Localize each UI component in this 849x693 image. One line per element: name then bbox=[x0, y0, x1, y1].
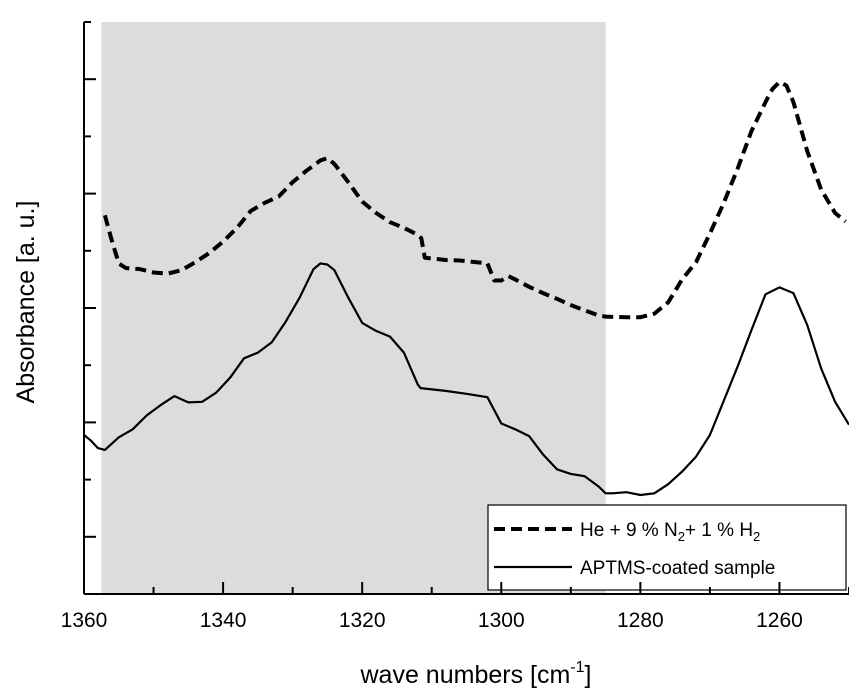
x-tick-label: 1360 bbox=[61, 609, 108, 632]
x-axis-title: wave numbers [cm-1] bbox=[360, 659, 592, 689]
legend-subscript: 2 bbox=[678, 529, 685, 544]
x-axis-title-superscript: -1 bbox=[570, 659, 584, 676]
x-axis-title-close: ] bbox=[585, 661, 592, 689]
legend-label-dashed: He + 9 % N2+ 1 % H2 bbox=[580, 520, 760, 544]
x-tick-label: 1340 bbox=[200, 609, 247, 632]
x-tick-label: 1260 bbox=[756, 609, 803, 632]
plot-area bbox=[83, 22, 849, 594]
x-axis-title-main: wave numbers [cm bbox=[360, 661, 571, 689]
legend-text-part: He + 9 % N bbox=[580, 520, 678, 541]
x-tick-label: 1320 bbox=[339, 609, 386, 632]
legend-subscript: 2 bbox=[753, 529, 760, 544]
legend-text-part: + 1 % H bbox=[685, 520, 753, 541]
series-line-dashed bbox=[102, 80, 847, 320]
axes: 1360 1340 1320 1300 1280 1260 bbox=[61, 21, 849, 632]
y-axis-title: Absorbance [a. u.] bbox=[12, 201, 40, 404]
legend-box bbox=[487, 504, 847, 591]
series-line-solid bbox=[83, 262, 849, 497]
legend-label-solid: APTMS-coated sample bbox=[580, 558, 775, 579]
legend-text-part: APTMS-coated sample bbox=[580, 558, 775, 579]
x-tick-label: 1300 bbox=[478, 609, 525, 632]
x-tick-label: 1280 bbox=[617, 609, 664, 632]
